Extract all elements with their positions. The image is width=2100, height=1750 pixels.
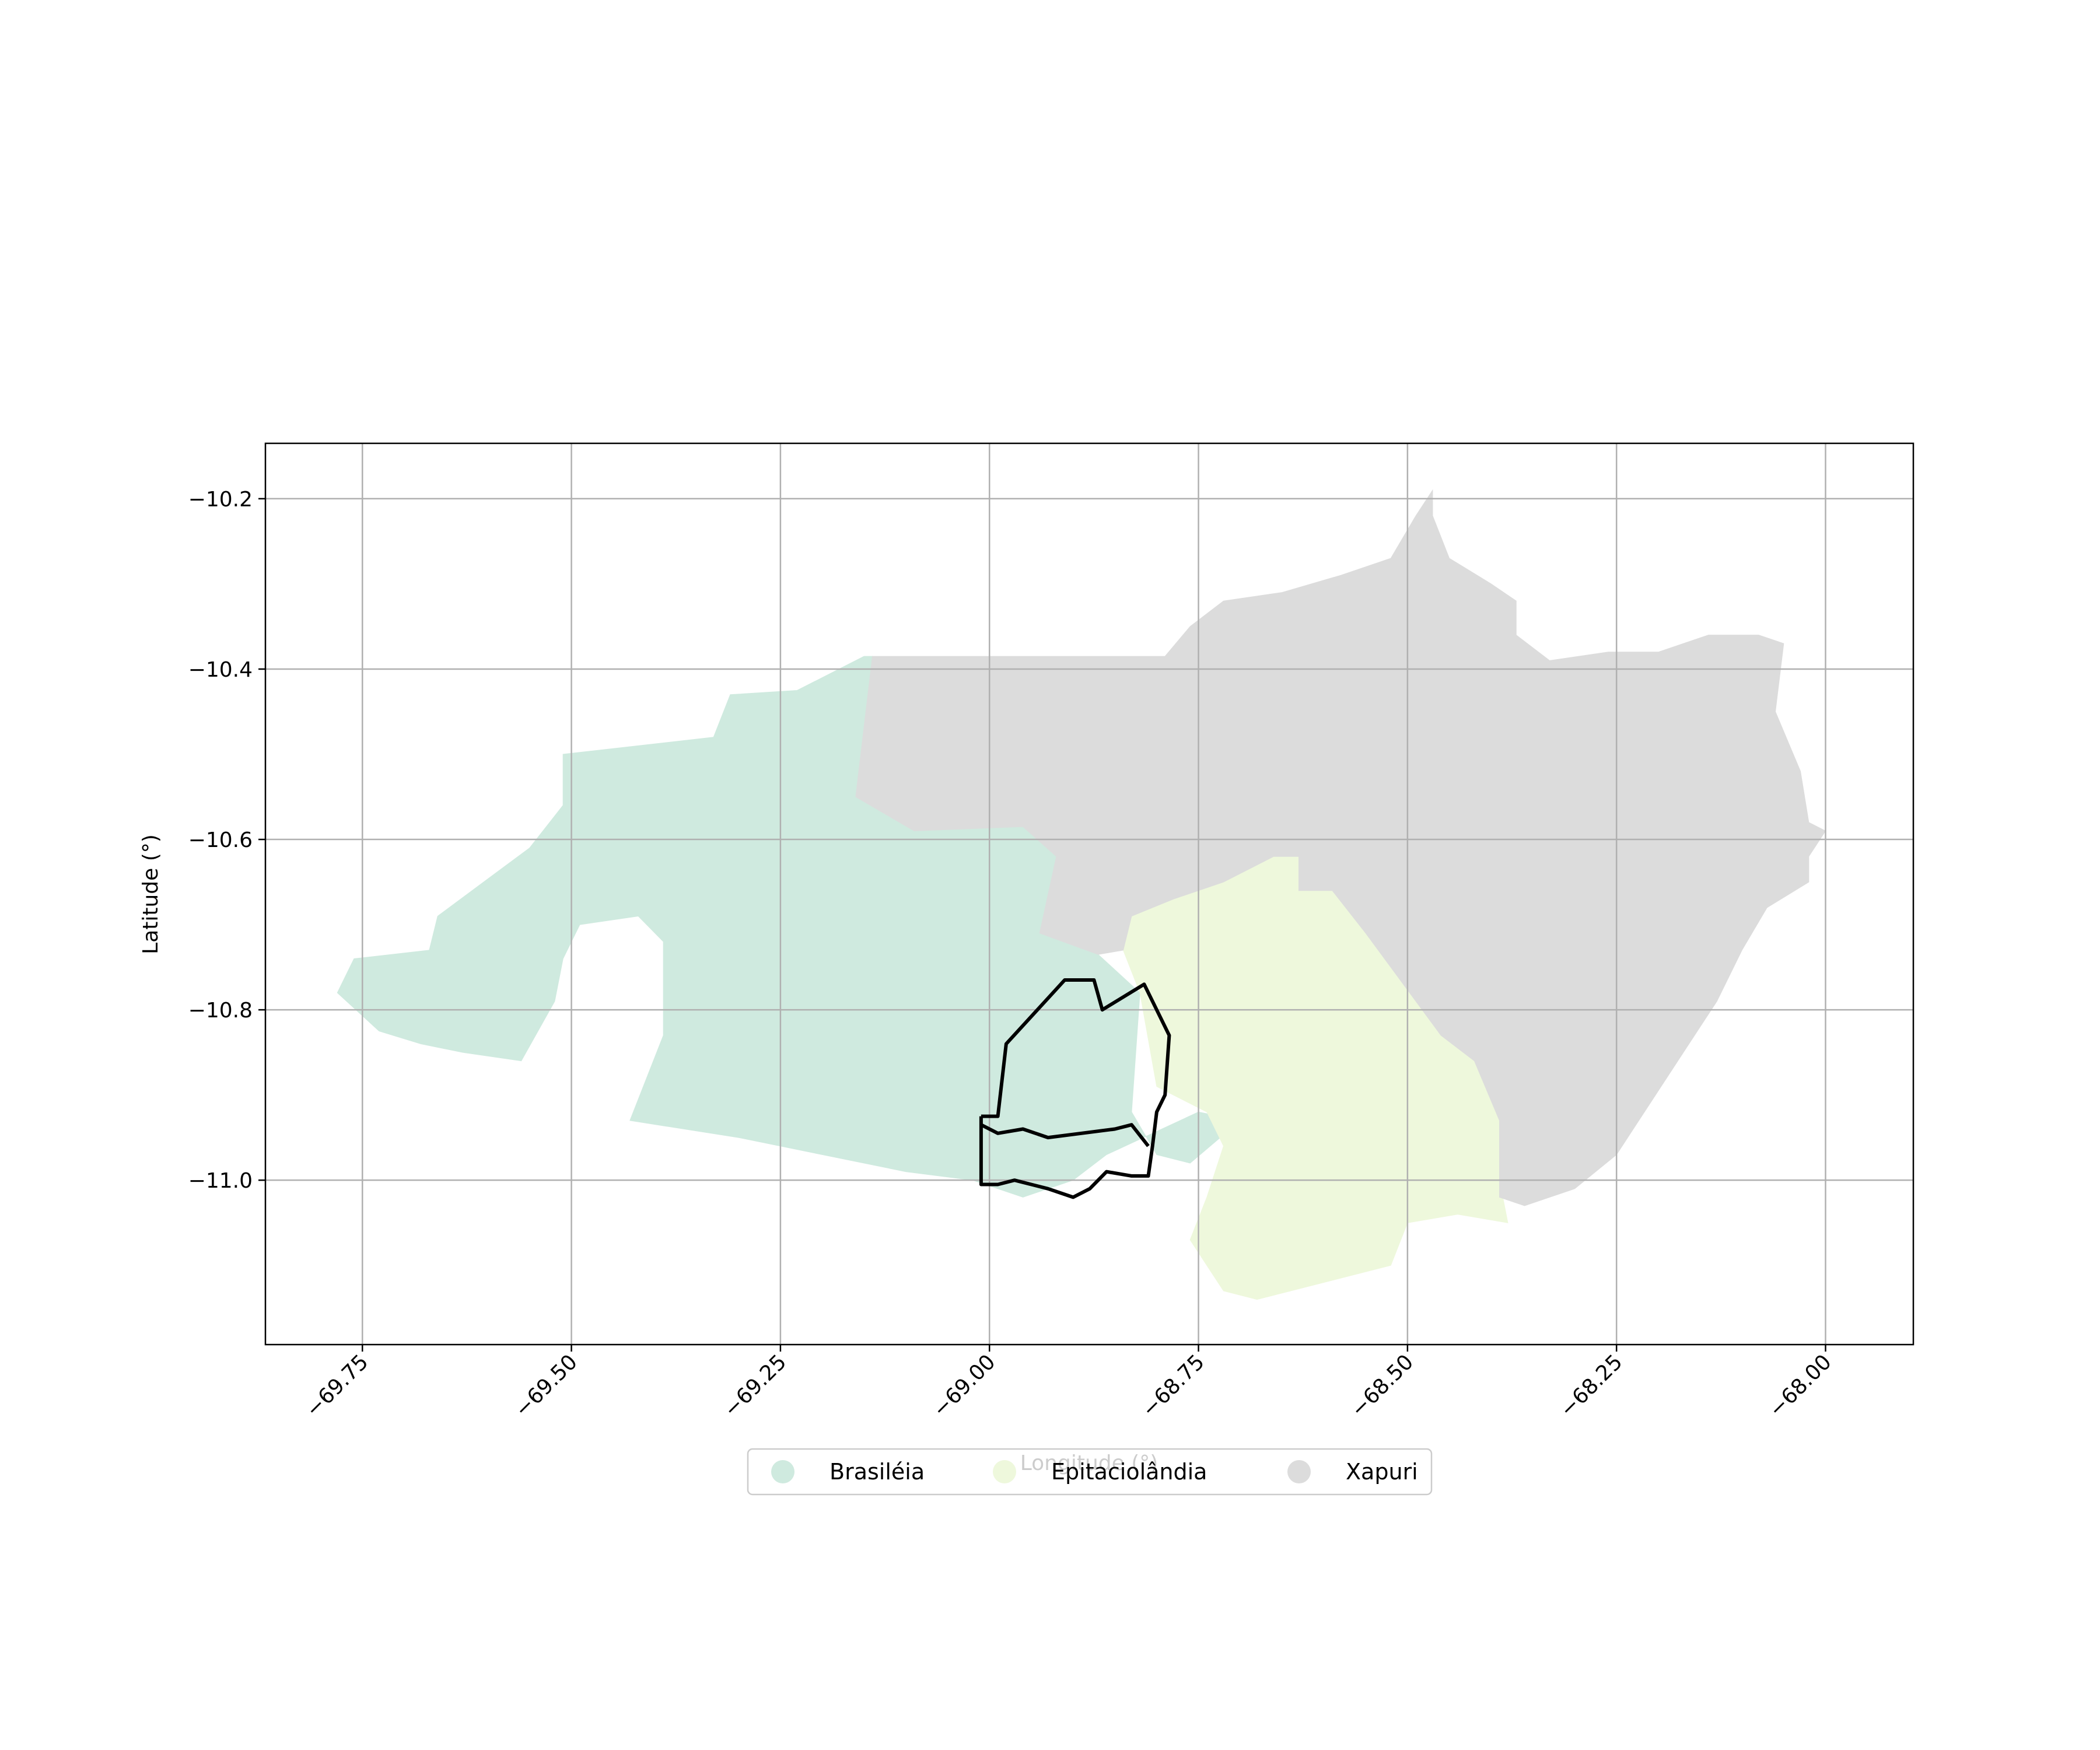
legend-label-epitaciolandia: Epitaciolândia (1051, 1459, 1207, 1485)
legend-label-brasileia: Brasiléia (830, 1459, 925, 1485)
y-axis-label: Latitude (°) (139, 834, 163, 954)
x-axis-ticks: −69.75 −69.50 −69.25 −69.00 −68.75 −68.50 −68.… (301, 1345, 1836, 1422)
x-tick-label: −68.50 (1346, 1350, 1418, 1422)
outline-inner-line (980, 1123, 1150, 1147)
x-tick-label: −68.00 (1765, 1350, 1836, 1422)
legend-box (747, 1448, 1433, 1496)
plot-frame (264, 442, 1915, 1346)
legend-marker-brasileia (771, 1460, 794, 1483)
outline-boundary (979, 978, 1171, 1199)
y-tick-label: −10.2 (188, 488, 253, 512)
legend: Brasiléia Epitaciolândia Xapuri (747, 1448, 1433, 1496)
legend-marker-xapuri (1287, 1460, 1311, 1483)
y-tick-label: −11.0 (188, 1169, 253, 1193)
y-tick-label: −10.6 (188, 828, 253, 852)
legend-marker-epitaciolandia (993, 1460, 1016, 1483)
x-tick-label: −69.75 (301, 1350, 373, 1422)
x-tick-label: −69.50 (510, 1350, 582, 1422)
regions-layer (337, 489, 1826, 1300)
x-tick-label: −68.75 (1138, 1350, 1209, 1422)
y-tick-label: −10.4 (188, 658, 253, 682)
x-tick-label: −69.00 (928, 1350, 1000, 1422)
study-area-outline (979, 978, 1171, 1199)
legend-label-xapuri: Xapuri (1346, 1459, 1418, 1485)
x-tick-label: −69.25 (719, 1350, 791, 1422)
y-tick-label: −10.8 (188, 999, 253, 1023)
x-tick-label: −68.25 (1555, 1350, 1627, 1422)
grid-lines (265, 443, 1913, 1345)
y-axis-ticks: −10.2 −10.4 −10.6 −10.8 −11.0 (188, 488, 265, 1193)
